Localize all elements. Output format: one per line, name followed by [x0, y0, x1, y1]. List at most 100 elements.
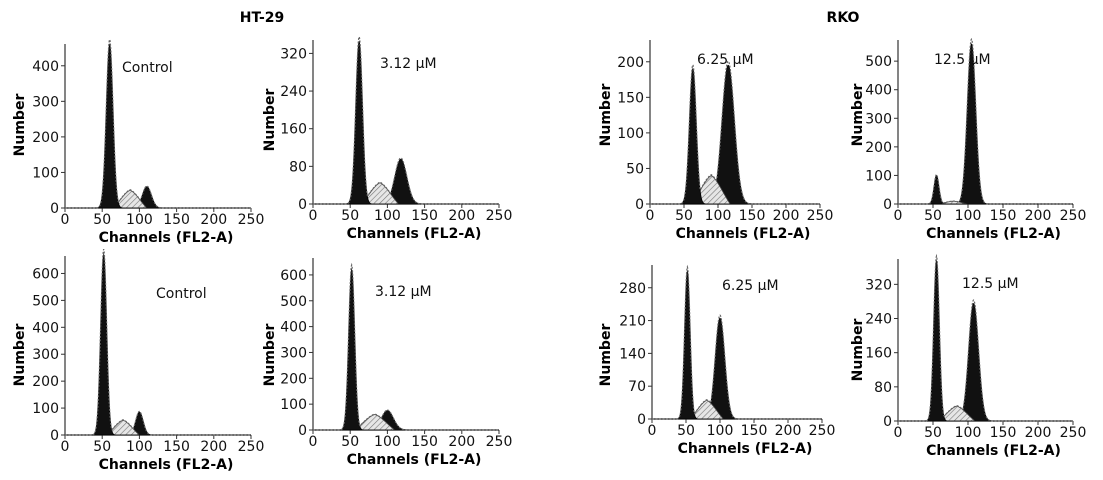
g0g1-peak [898, 174, 1073, 205]
x-tick-label: 250 [486, 434, 513, 450]
histogram-panel: 0 50 100 150 200 0 50 100 150 200 250 6.25 μM Channe… [598, 40, 833, 242]
y-tick-label: 70 [628, 379, 646, 395]
x-tick-label: 0 [648, 423, 657, 439]
y-tick-label: 200 [865, 140, 892, 156]
y-tick-label: 0 [637, 412, 646, 428]
x-tick-label: 0 [894, 208, 903, 224]
x-tick-label: 150 [739, 208, 766, 224]
x-tick-label: 200 [448, 208, 475, 224]
s-phase-band [65, 189, 251, 209]
y-tick-label: 300 [32, 94, 59, 110]
x-axis-label: Channels (FL2-A) [926, 443, 1061, 459]
y-tick-label: 80 [289, 159, 307, 175]
y-axis-label: Number [12, 324, 28, 387]
x-axis-label: Channels (FL2-A) [99, 457, 234, 473]
y-tick-label: 320 [280, 46, 307, 62]
y-tick-label: 600 [32, 266, 59, 282]
y-tick-label: 500 [280, 294, 307, 310]
y-tick-label: 210 [619, 314, 646, 330]
x-tick-label: 150 [411, 434, 438, 450]
x-tick-label: 250 [807, 208, 834, 224]
y-tick-label: 160 [865, 346, 892, 362]
y-tick-label: 0 [883, 414, 892, 430]
y-tick-label: 100 [280, 397, 307, 413]
group-title-ht29: HT-29 [240, 10, 285, 26]
histogram-panel: 0 100 200 300 400 500 600 0 50 100 150 200 250 3.12 μ… [262, 258, 512, 468]
y-tick-label: 160 [280, 122, 307, 138]
y-axis-label: Number [262, 324, 278, 387]
x-axis-label: Channels (FL2-A) [99, 230, 234, 246]
x-tick-label: 100 [705, 208, 732, 224]
x-axis-label: Channels (FL2-A) [347, 452, 482, 468]
condition-label: 3.12 μM [380, 56, 437, 72]
x-tick-label: 200 [1025, 425, 1052, 441]
y-tick-label: 150 [617, 90, 644, 106]
x-tick-label: 50 [924, 425, 942, 441]
x-tick-label: 50 [677, 423, 695, 439]
fitted-envelope-line [652, 264, 822, 420]
y-tick-label: 300 [32, 347, 59, 363]
x-tick-label: 0 [646, 208, 655, 224]
x-tick-label: 100 [374, 208, 401, 224]
x-tick-label: 200 [200, 212, 227, 228]
x-tick-label: 250 [238, 212, 265, 228]
x-tick-label: 200 [1025, 208, 1052, 224]
x-tick-label: 250 [1060, 425, 1087, 441]
g2m-peak [652, 317, 822, 420]
axes [64, 256, 251, 436]
y-axis-label: Number [850, 319, 866, 382]
histogram-panel: 0 100 200 300 400 500 600 0 50 100 150 200 250 Contro… [12, 249, 264, 473]
g2m-peak [313, 158, 499, 205]
x-tick-label: 50 [93, 439, 111, 455]
g2m-peak [650, 64, 820, 205]
x-tick-label: 150 [990, 208, 1017, 224]
y-tick-label: 50 [626, 161, 644, 177]
condition-label: 6.25 μM [722, 278, 779, 294]
x-tick-label: 250 [238, 439, 265, 455]
y-tick-label: 240 [280, 84, 307, 100]
y-axis-label: Number [262, 89, 278, 152]
x-tick-label: 50 [93, 212, 111, 228]
condition-label: Control [156, 286, 207, 302]
y-tick-label: 500 [32, 293, 59, 309]
fitted-envelope-line [313, 262, 499, 431]
x-tick-label: 0 [309, 434, 318, 450]
x-tick-label: 0 [61, 439, 70, 455]
group-title-rko: RKO [827, 10, 860, 26]
condition-label: 3.12 μM [375, 284, 432, 300]
condition-label: Control [122, 60, 173, 76]
y-axis-label: Number [598, 84, 614, 147]
x-tick-label: 150 [163, 439, 190, 455]
x-tick-label: 200 [448, 434, 475, 450]
x-tick-label: 250 [1060, 208, 1087, 224]
x-tick-label: 200 [775, 423, 802, 439]
y-tick-label: 200 [280, 371, 307, 387]
y-axis-label: Number [12, 94, 28, 157]
y-axis-label: Number [850, 84, 866, 147]
x-axis-label: Channels (FL2-A) [926, 226, 1061, 242]
condition-label: 12.5 μM [934, 52, 991, 68]
y-tick-label: 280 [619, 281, 646, 297]
fitted-envelope-line [65, 249, 251, 436]
g2m-peak [65, 186, 251, 209]
y-tick-label: 200 [617, 55, 644, 71]
histogram-panel: 0 80 160 240 320 0 50 100 150 200 250 12.5 μM Channe… [850, 253, 1087, 459]
y-tick-label: 400 [865, 83, 892, 99]
g2m-peak [898, 303, 1073, 422]
x-tick-label: 150 [411, 208, 438, 224]
histogram-panels: 0 100 200 300 400 0 50 100 150 200 250 Control Chann… [12, 35, 1087, 473]
y-tick-label: 0 [50, 428, 59, 444]
x-tick-label: 250 [486, 208, 513, 224]
y-tick-label: 320 [865, 277, 892, 293]
y-tick-label: 300 [280, 345, 307, 361]
x-tick-label: 100 [374, 434, 401, 450]
x-tick-label: 0 [61, 212, 70, 228]
x-tick-label: 100 [707, 423, 734, 439]
y-tick-label: 400 [32, 320, 59, 336]
fitted-envelope-line [65, 37, 251, 209]
fitted-envelope-line [898, 253, 1073, 422]
fitted-envelope-line [313, 35, 499, 205]
x-tick-label: 0 [894, 425, 903, 441]
histogram-panel: 0 80 160 240 320 0 50 100 150 200 250 3.12 μM Channe… [262, 35, 513, 242]
